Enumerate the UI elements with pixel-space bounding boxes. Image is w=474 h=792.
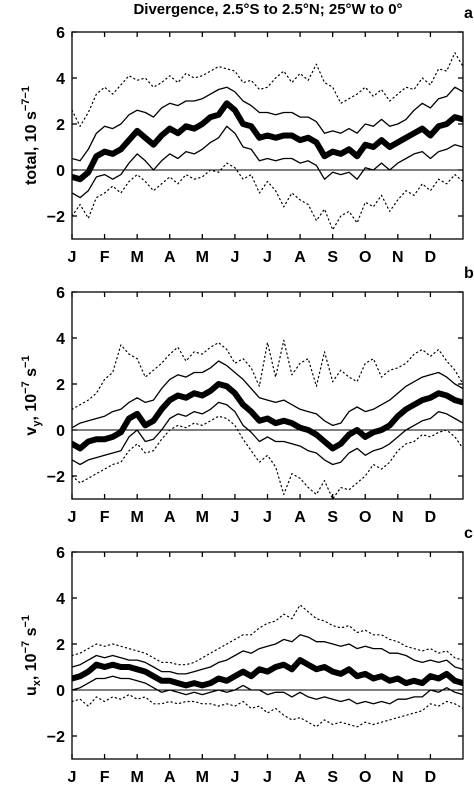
month-label-a: A	[294, 249, 306, 266]
y-axis-label-part-b: −7	[20, 381, 32, 394]
y-tick-label-c: 4	[56, 591, 65, 608]
month-label-a: D	[425, 249, 437, 266]
month-label-c: A	[294, 769, 306, 786]
month-label-b: A	[164, 509, 176, 526]
series-lower-bound-b	[72, 401, 463, 466]
y-tick-label-b: 0	[56, 423, 65, 440]
y-axis-label-part-c: , 10	[23, 653, 40, 680]
month-label-a: J	[230, 249, 239, 266]
month-label-a: M	[196, 249, 209, 266]
y-axis-label-part-b: s	[23, 368, 40, 381]
y-tick-label-b: 4	[56, 331, 65, 348]
y-tick-label-a: 6	[56, 25, 65, 42]
y-axis-label-part-c: −7	[20, 641, 32, 654]
series-lower-bound-c	[72, 675, 463, 705]
month-label-b: J	[230, 509, 239, 526]
month-label-b: M	[131, 509, 144, 526]
month-label-c: O	[359, 769, 371, 786]
y-axis-label-part-c: u	[23, 686, 40, 696]
y-axis-label-part-a: −7	[20, 99, 32, 112]
y-tick-label-c: 0	[56, 683, 65, 700]
month-label-a: J	[68, 249, 77, 266]
y-axis-label-part-c: x	[31, 679, 43, 686]
series-mean-a	[72, 100, 463, 183]
y-tick-label-c: −2	[47, 729, 65, 746]
month-label-b: A	[294, 509, 306, 526]
month-label-b: J	[263, 509, 272, 526]
month-label-c: J	[230, 769, 239, 786]
y-axis-label-part-b: y	[31, 420, 43, 427]
y-tick-label-b: −2	[47, 469, 65, 486]
y-tick-label-b: 6	[56, 285, 65, 302]
y-tick-label-b: 2	[56, 377, 65, 394]
series-dotted-upper-a	[72, 52, 463, 127]
month-label-a: O	[359, 249, 371, 266]
month-label-c: M	[131, 769, 144, 786]
y-tick-label-c: 6	[56, 545, 65, 562]
month-label-c: J	[68, 769, 77, 786]
y-tick-label-a: 2	[56, 117, 65, 134]
month-label-a: J	[263, 249, 272, 266]
panel-c: c −2 0 2 4 6 J F M A M J J A S O N Dux, 10−7 s−1	[20, 525, 473, 786]
y-axis-label-part-b: v	[23, 427, 40, 436]
series-upper-bound-b	[72, 360, 463, 429]
month-label-b: M	[196, 509, 209, 526]
plot-frame-b	[71, 291, 464, 500]
y-axis-label-a: total, 10 s−7−1	[20, 86, 40, 185]
y-axis-label-part-b: −1	[20, 355, 32, 368]
y-axis-label-b: vy, 10−7 s−1	[20, 355, 43, 435]
y-axis-label-part-c: s	[23, 627, 40, 640]
series-dotted-upper-b	[72, 339, 463, 410]
panel-letter-b: b	[464, 265, 474, 282]
month-label-c: A	[164, 769, 176, 786]
month-label-c: M	[196, 769, 209, 786]
month-label-a: M	[131, 249, 144, 266]
y-axis-label-part-a: −1	[20, 86, 32, 99]
month-label-b: S	[327, 509, 338, 526]
series-dotted-lower-b	[72, 415, 463, 499]
series-upper-bound-a	[72, 86, 463, 162]
month-label-b: J	[68, 509, 77, 526]
y-axis-label-part-b: , 10	[23, 394, 40, 421]
month-label-c: D	[425, 769, 437, 786]
y-axis-label-c: ux, 10−7 s−1	[20, 615, 43, 696]
month-label-b: N	[392, 509, 404, 526]
y-tick-label-a: 0	[56, 163, 65, 180]
y-tick-label-c: 2	[56, 637, 65, 654]
y-axis-label-part-a: total, 10	[23, 124, 40, 185]
month-label-b: F	[100, 509, 110, 526]
month-label-a: A	[164, 249, 176, 266]
series-mean-b	[72, 381, 463, 452]
series-dotted-upper-c	[72, 604, 463, 666]
y-tick-label-a: −2	[47, 209, 65, 226]
figure-title: Divergence, 2.5°S to 2.5°N; 25°W to 0°	[133, 1, 402, 18]
y-tick-label-a: 4	[56, 71, 65, 88]
series-dotted-lower-a	[72, 162, 463, 231]
month-label-b: O	[359, 509, 371, 526]
month-label-c: F	[100, 769, 110, 786]
month-label-c: J	[263, 769, 272, 786]
month-label-c: N	[392, 769, 404, 786]
month-label-a: F	[100, 249, 110, 266]
series-mean-c	[72, 657, 463, 689]
panel-b: b −2 0 2 4 6 J F M A M J J A S O N Dvy, 10−7 s−1	[20, 265, 474, 526]
series-upper-bound-c	[72, 634, 463, 675]
series-lower-bound-a	[72, 125, 463, 199]
panel-letter-a: a	[464, 5, 473, 22]
panel-letter-c: c	[464, 525, 473, 542]
y-axis-label-part-c: −1	[20, 615, 32, 628]
month-label-a: S	[327, 249, 338, 266]
month-label-c: S	[327, 769, 338, 786]
y-axis-label-part-a: s	[23, 111, 40, 124]
month-label-a: N	[392, 249, 404, 266]
month-label-b: D	[425, 509, 437, 526]
